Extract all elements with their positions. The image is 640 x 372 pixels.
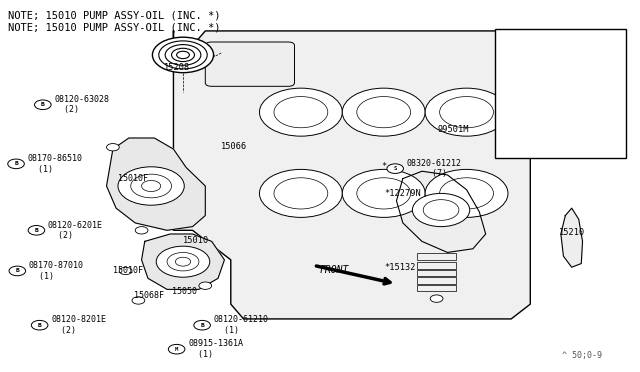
- Circle shape: [425, 88, 508, 136]
- Bar: [417, 262, 456, 269]
- Text: 15010F: 15010F: [113, 266, 143, 275]
- Circle shape: [31, 320, 48, 330]
- Circle shape: [440, 178, 493, 209]
- Text: *15132: *15132: [385, 263, 416, 272]
- Circle shape: [199, 282, 212, 289]
- Text: 08120-61210
  (1): 08120-61210 (1): [214, 315, 269, 335]
- Circle shape: [175, 257, 191, 266]
- Polygon shape: [141, 234, 225, 289]
- Text: 15050: 15050: [172, 287, 197, 296]
- Circle shape: [118, 167, 184, 205]
- Text: *: *: [382, 162, 392, 171]
- Text: 99501M: 99501M: [438, 125, 469, 134]
- Text: 08120-6201E
  (2): 08120-6201E (2): [48, 221, 103, 240]
- Bar: [417, 253, 456, 260]
- Circle shape: [167, 253, 199, 271]
- Bar: [417, 277, 456, 284]
- Circle shape: [194, 320, 211, 330]
- Circle shape: [135, 227, 148, 234]
- Text: NOTE; 15010 PUMP ASSY-OIL (INC. *): NOTE; 15010 PUMP ASSY-OIL (INC. *): [8, 10, 220, 20]
- Circle shape: [168, 344, 185, 354]
- Text: S: S: [394, 166, 397, 171]
- Circle shape: [177, 51, 189, 59]
- Circle shape: [425, 169, 508, 217]
- Circle shape: [132, 297, 145, 304]
- Circle shape: [35, 100, 51, 110]
- Text: ^ 50;0-9: ^ 50;0-9: [562, 351, 602, 360]
- Circle shape: [159, 41, 207, 69]
- Circle shape: [423, 200, 459, 220]
- Text: 08120-8201E
  (2): 08120-8201E (2): [51, 315, 106, 335]
- Circle shape: [274, 97, 328, 128]
- Circle shape: [440, 97, 493, 128]
- Text: B: B: [14, 161, 18, 166]
- Text: 15068F: 15068F: [134, 291, 164, 299]
- Circle shape: [430, 295, 443, 302]
- Circle shape: [532, 67, 554, 80]
- FancyBboxPatch shape: [205, 42, 294, 86]
- Text: 99548M: 99548M: [504, 150, 535, 159]
- Circle shape: [541, 118, 560, 129]
- Circle shape: [259, 88, 342, 136]
- Circle shape: [165, 45, 201, 65]
- Polygon shape: [561, 208, 582, 267]
- Polygon shape: [173, 31, 531, 319]
- Text: 08320-61212
     (7): 08320-61212 (7): [406, 159, 461, 178]
- Text: FRONT: FRONT: [320, 265, 349, 275]
- Circle shape: [106, 144, 119, 151]
- Text: 15010: 15010: [183, 236, 209, 245]
- Text: B: B: [35, 228, 38, 233]
- Circle shape: [356, 178, 411, 209]
- Text: M: M: [175, 347, 179, 352]
- Circle shape: [156, 246, 210, 277]
- Circle shape: [141, 180, 161, 192]
- Circle shape: [532, 45, 567, 65]
- Circle shape: [412, 193, 470, 227]
- Circle shape: [172, 48, 195, 62]
- Text: B: B: [200, 323, 204, 328]
- Circle shape: [119, 267, 132, 275]
- Circle shape: [8, 159, 24, 169]
- Text: 15066: 15066: [221, 142, 248, 151]
- Text: 99596M: 99596M: [524, 39, 556, 48]
- Polygon shape: [396, 171, 486, 253]
- Circle shape: [9, 266, 26, 276]
- Circle shape: [387, 164, 403, 173]
- Text: *12279N: *12279N: [385, 189, 421, 198]
- Bar: [417, 270, 456, 276]
- Circle shape: [28, 225, 45, 235]
- Circle shape: [152, 37, 214, 73]
- Text: B: B: [41, 102, 45, 107]
- Text: 08120-63028
  (2): 08120-63028 (2): [54, 95, 109, 115]
- Circle shape: [356, 97, 411, 128]
- Circle shape: [525, 41, 573, 69]
- FancyBboxPatch shape: [495, 29, 626, 158]
- Circle shape: [342, 169, 425, 217]
- Circle shape: [259, 169, 342, 217]
- Text: B: B: [38, 323, 42, 328]
- Circle shape: [274, 178, 328, 209]
- Text: 99547M: 99547M: [534, 135, 565, 144]
- Text: 15210: 15210: [559, 228, 585, 237]
- Text: 15208: 15208: [164, 63, 190, 72]
- Circle shape: [342, 88, 425, 136]
- Text: 08170-87010
  (1): 08170-87010 (1): [29, 261, 84, 280]
- Polygon shape: [106, 138, 205, 230]
- Text: B: B: [15, 269, 19, 273]
- Circle shape: [131, 174, 172, 198]
- Text: 08170-86510
  (1): 08170-86510 (1): [28, 154, 83, 174]
- Text: 15010F: 15010F: [118, 174, 148, 183]
- Bar: [417, 285, 456, 291]
- Text: 08915-1361A
  (1): 08915-1361A (1): [188, 340, 243, 359]
- Text: NOTE; 15010 PUMP ASSY-OIL (INC. *): NOTE; 15010 PUMP ASSY-OIL (INC. *): [8, 23, 220, 33]
